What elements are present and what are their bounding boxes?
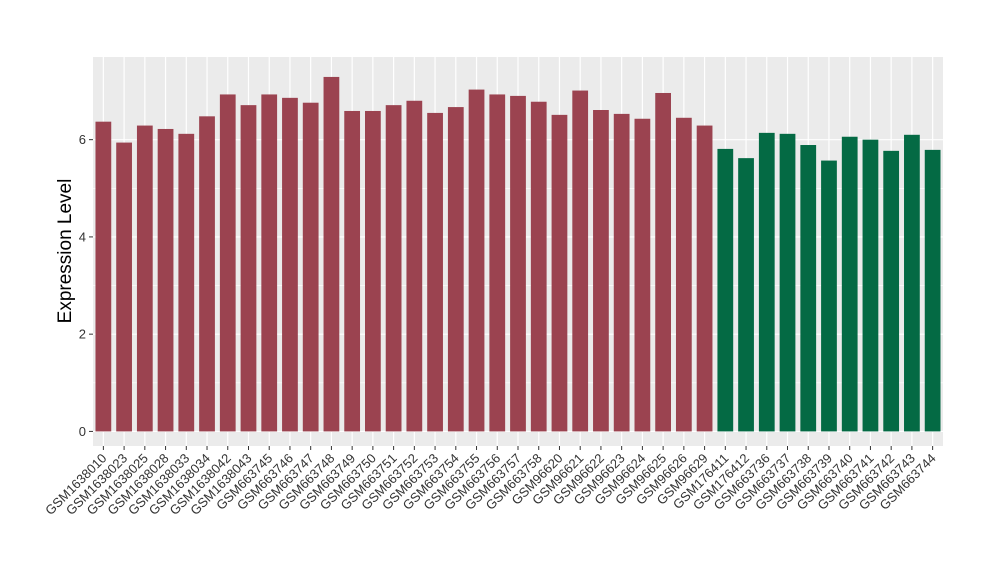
bar-GSM1638023 bbox=[116, 142, 132, 432]
y-axis: 0 2 4 6 bbox=[79, 132, 93, 439]
y-tick-label: 4 bbox=[79, 229, 86, 244]
bar-GSM663743 bbox=[904, 134, 920, 432]
bar-GSM663744 bbox=[924, 149, 941, 432]
bar-GSM96623 bbox=[613, 113, 630, 432]
bar-GSM96621 bbox=[572, 90, 589, 432]
bar-GSM663738 bbox=[800, 145, 817, 432]
y-tick-label: 0 bbox=[79, 424, 86, 439]
bar-GSM96626 bbox=[675, 117, 692, 432]
bar-GSM663745 bbox=[261, 94, 278, 432]
bar-GSM96625 bbox=[655, 92, 671, 432]
bar-GSM663742 bbox=[883, 150, 900, 432]
bar-GSM1638042 bbox=[219, 94, 236, 432]
bar-GSM1638043 bbox=[240, 105, 257, 432]
bar-GSM663747 bbox=[302, 102, 319, 432]
x-axis: GSM1638010GSM1638023GSM1638025GSM1638028… bbox=[42, 446, 939, 518]
bar-GSM663754 bbox=[447, 107, 464, 432]
bar-GSM663752 bbox=[406, 100, 423, 432]
bar-GSM1638028 bbox=[157, 128, 174, 432]
bar-GSM663751 bbox=[385, 105, 402, 432]
bar-GSM663746 bbox=[282, 97, 298, 432]
y-tick-label: 6 bbox=[79, 132, 86, 147]
bar-GSM176412 bbox=[738, 158, 754, 432]
bar-GSM663749 bbox=[344, 110, 361, 432]
bar-GSM663740 bbox=[841, 136, 858, 432]
bar-GSM176411 bbox=[717, 148, 734, 432]
y-tick-label: 2 bbox=[79, 327, 86, 342]
bar-GSM663748 bbox=[323, 76, 340, 432]
bar-GSM663736 bbox=[758, 132, 775, 432]
bar-GSM663753 bbox=[427, 112, 443, 432]
bar-GSM663758 bbox=[530, 101, 547, 432]
y-axis-title: Expression Level bbox=[55, 179, 76, 324]
bar-GSM663741 bbox=[862, 139, 879, 432]
bar-GSM663737 bbox=[779, 133, 796, 432]
bar-GSM1638034 bbox=[199, 116, 215, 432]
bars bbox=[95, 76, 941, 432]
bar-GSM663756 bbox=[489, 94, 506, 432]
bar-GSM663757 bbox=[510, 95, 526, 432]
bar-GSM663750 bbox=[365, 110, 381, 432]
bar-GSM96624 bbox=[634, 118, 651, 432]
bar-GSM1638025 bbox=[136, 125, 153, 432]
bar-GSM1638033 bbox=[178, 133, 195, 432]
bar-GSM663739 bbox=[821, 160, 837, 432]
bar-GSM663755 bbox=[468, 89, 485, 432]
bar-GSM96629 bbox=[696, 125, 713, 432]
bar-GSM96622 bbox=[593, 110, 609, 432]
bar-GSM1638010 bbox=[95, 121, 112, 432]
bar-GSM96620 bbox=[551, 114, 568, 432]
